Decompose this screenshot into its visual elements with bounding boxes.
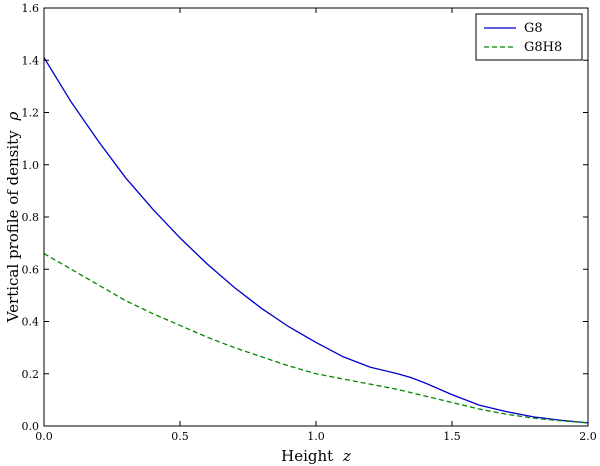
plot-layer (43, 57, 589, 424)
x-tick-label: 0.5 (171, 430, 189, 443)
y-tick-label: 0.8 (22, 211, 40, 224)
y-tick-label: 0.2 (22, 368, 40, 381)
legend-label-g8h8: G8H8 (524, 40, 562, 55)
y-axis-label-text: Vertical profile of density (4, 130, 22, 324)
x-axis-label-text: Height (281, 447, 333, 465)
y-tick-label: 0.6 (22, 263, 40, 276)
y-tick-label: 0.4 (22, 316, 40, 329)
series-line-g8 (43, 57, 589, 424)
y-tick-label: 0.0 (22, 420, 40, 433)
x-tick-label: 1.0 (307, 430, 325, 443)
y-tick-label: 1.4 (22, 54, 40, 67)
legend: G8 G8H8 (475, 13, 583, 61)
y-tick-label: 1.6 (22, 2, 40, 15)
x-axis-label: Height z (281, 447, 351, 465)
x-tick-label: 2.0 (579, 430, 597, 443)
x-axis-variable: z (342, 447, 351, 465)
series-line-g8h8 (43, 253, 589, 424)
x-tick-label: 1.5 (443, 430, 461, 443)
legend-label-g8: G8 (524, 21, 543, 36)
legend-box (475, 13, 583, 61)
y-tick-label: 1.2 (22, 107, 40, 120)
ticks-layer: 0.0 0.5 1.0 1.5 2.0 0.0 0.2 0.4 0.6 0.8 1.0 1.2 1.4 1… (22, 2, 597, 443)
y-axis-variable: ρ (4, 112, 22, 122)
y-axis-label: Vertical profile of density ρ (4, 112, 22, 324)
plot-frame (43, 7, 589, 427)
y-tick-label: 1.0 (22, 159, 40, 172)
x-tick-label: 0.0 (35, 430, 53, 443)
